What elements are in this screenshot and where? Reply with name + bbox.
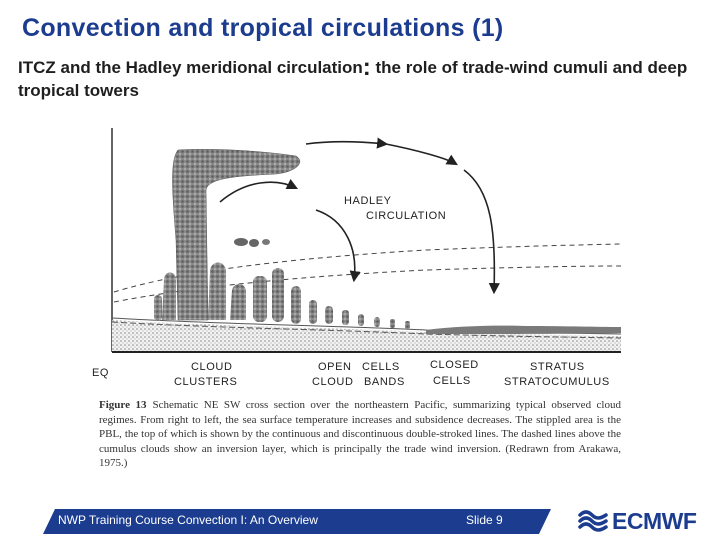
upper-branch-arrow-1 bbox=[305, 137, 389, 149]
regime-label-open-cloud-1: OPEN bbox=[318, 361, 352, 373]
figure-caption: Figure 13 Schematic NE SW cross section o… bbox=[99, 398, 621, 471]
regime-label-cells-bands-1: CELLS bbox=[362, 361, 400, 373]
stratocumulus-layer bbox=[426, 325, 621, 334]
subtitle-part-2: the role of trade-wind cumuli and deep t… bbox=[18, 58, 688, 100]
subsidence-arrow-left bbox=[315, 209, 361, 283]
upper-branch-arrow-2 bbox=[385, 143, 458, 166]
regime-label-cloud-clusters-2: CLUSTERS bbox=[174, 376, 238, 388]
subsidence-arrow-right bbox=[463, 169, 500, 295]
regime-label-closed-cells-2: CELLS bbox=[433, 375, 471, 387]
cloud-regime-cross-section-figure: HADLEY CIRCULATION EQ CLOUD CLUSTERS OPE… bbox=[92, 120, 626, 388]
hadley-label-line-2: CIRCULATION bbox=[366, 210, 447, 222]
slide-subtitle: ITCZ and the Hadley meridional circulati… bbox=[18, 56, 698, 102]
ecmwf-logo-text: ECMWF bbox=[612, 507, 697, 534]
caption-text: Schematic NE SW cross section over the n… bbox=[99, 399, 621, 469]
subtitle-separator: : bbox=[362, 54, 371, 81]
subtitle-part-1: ITCZ and the Hadley meridional circulati… bbox=[18, 58, 363, 77]
ecmwf-wave-icon bbox=[578, 510, 608, 532]
rising-branch-arrow bbox=[219, 178, 299, 203]
hadley-label-line-1: HADLEY bbox=[344, 195, 392, 207]
slide-title: Convection and tropical circulations (1) bbox=[22, 14, 504, 42]
pbl-stippled-area bbox=[112, 320, 621, 352]
regime-label-open-cloud-2: CLOUD bbox=[312, 376, 354, 388]
equator-label: EQ bbox=[92, 367, 110, 379]
pbl-top-line-lower bbox=[111, 321, 622, 339]
regime-label-stratocumulus: STRATOCUMULUS bbox=[504, 376, 610, 388]
caption-figure-number: Figure 13 bbox=[99, 399, 147, 411]
trade-wind-cumuli bbox=[154, 268, 410, 329]
deep-tropical-tower bbox=[162, 149, 301, 321]
regime-label-cells-bands-2: BANDS bbox=[364, 376, 405, 388]
cross-section-drawing bbox=[111, 128, 622, 353]
small-cloud-blob-3 bbox=[262, 239, 270, 245]
small-cloud-blob-1 bbox=[234, 238, 248, 246]
ecmwf-logo: ECMWF bbox=[578, 507, 708, 535]
footer-slide-number: Slide 9 bbox=[466, 513, 503, 527]
regime-label-closed-cells-1: CLOSED bbox=[430, 359, 479, 371]
small-cloud-blob-2 bbox=[249, 239, 259, 247]
regime-label-stratus: STRATUS bbox=[530, 361, 585, 373]
footer-bar bbox=[43, 509, 551, 534]
regime-label-cloud-clusters-1: CLOUD bbox=[191, 361, 233, 373]
footer-course-title: NWP Training Course Convection I: An Ove… bbox=[58, 513, 318, 527]
